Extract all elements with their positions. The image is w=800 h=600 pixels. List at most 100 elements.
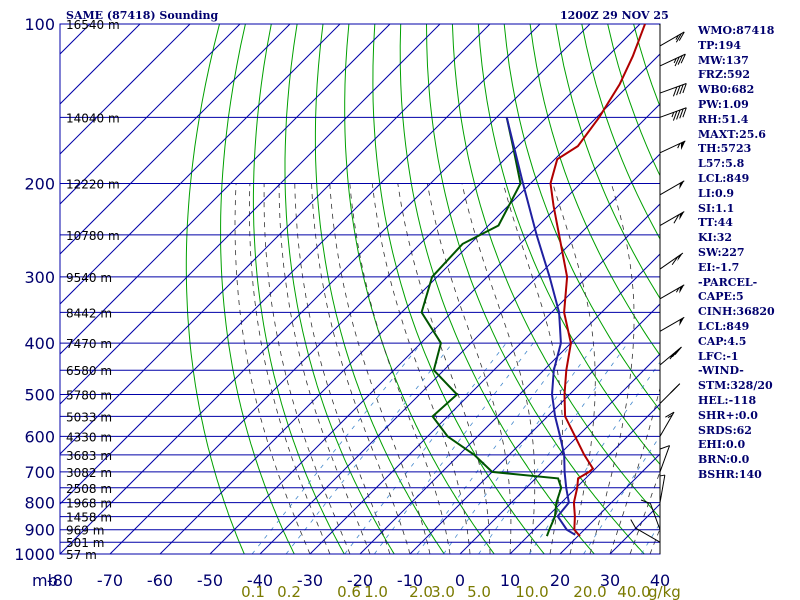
index-item: LCL:849 — [698, 319, 750, 333]
pressure-tick-label: 600 — [24, 427, 55, 446]
index-item: EHI:0.0 — [698, 438, 746, 452]
station-title: SAME (87418) Sounding — [66, 9, 219, 22]
mixing-ratio-line — [344, 342, 507, 554]
isotherm-line — [60, 24, 191, 155]
wind-barb-flag — [660, 445, 670, 450]
dewpoint-profile-line — [420, 117, 563, 537]
pressure-tick-label: 200 — [24, 175, 55, 194]
index-item: LI:0.9 — [698, 186, 735, 200]
height-label: 3082 m — [66, 466, 112, 480]
moist-adiabat-line — [371, 183, 471, 554]
wind-barb-flag — [678, 31, 685, 41]
moist-adiabat-line — [311, 183, 411, 554]
temperature-tick-label: -50 — [197, 571, 223, 590]
wind-barb-flag — [674, 56, 680, 67]
wind-barb-flag — [672, 111, 678, 121]
isotherm-line — [459, 353, 660, 554]
index-item: MAXT:25.6 — [698, 127, 766, 141]
height-label: 3683 m — [66, 449, 112, 463]
isotherm-line — [359, 253, 660, 554]
mixing-ratio-label: 40.0 — [617, 583, 650, 600]
wind-barb-pennant — [677, 253, 683, 262]
wind-barb — [659, 445, 671, 473]
isotherm-line — [60, 24, 291, 255]
wind-barb-flag — [665, 411, 675, 418]
isotherm-line — [60, 24, 391, 355]
wind-barb-pennant — [679, 211, 685, 221]
isotherm-line — [209, 103, 660, 554]
isotherm-line — [409, 303, 660, 554]
mixing-ratio-label: 5.0 — [467, 583, 491, 600]
temperature-tick-label: 30 — [600, 571, 620, 590]
wind-barb-flag — [673, 214, 680, 224]
isotherm-line — [60, 24, 341, 305]
isotherm-line — [60, 24, 491, 455]
height-label: 5033 m — [66, 410, 112, 424]
pressure-tick-label: 100 — [24, 15, 55, 34]
moist-adiabat-line — [248, 183, 331, 554]
temperature-tick-label: -20 — [347, 571, 373, 590]
isotherm-line — [159, 53, 660, 554]
index-item: TH:5723 — [698, 142, 752, 156]
temperature-tick-label: -10 — [397, 571, 423, 590]
index-item: KI:32 — [698, 231, 733, 245]
height-label: 1458 m — [66, 511, 112, 525]
wind-barb-flag — [674, 346, 682, 356]
height-label: 4330 m — [66, 430, 112, 444]
temperature-tick-label: -30 — [297, 571, 323, 590]
height-label: 10780 m — [66, 229, 120, 243]
pressure-tick-label: 700 — [24, 463, 55, 482]
pressure-tick-label: 800 — [24, 494, 55, 513]
pressure-tick-label: 300 — [24, 268, 55, 287]
wind-barb-pennant — [679, 180, 685, 190]
wind-barb-flag — [675, 33, 682, 43]
moist-adiabat-line — [397, 183, 491, 554]
moist-adiabat-line — [552, 183, 596, 554]
height-label: 2508 m — [66, 482, 112, 496]
index-item: BSHR:140 — [698, 467, 762, 481]
isotherm-line — [559, 453, 660, 554]
index-item: EI:-1.7 — [698, 260, 740, 274]
moist-adiabat-line — [426, 183, 512, 554]
dry-adiabat-line — [185, 24, 245, 554]
wind-barb-flag — [669, 351, 677, 360]
height-label: 969 m — [66, 524, 104, 538]
index-item: -PARCEL- — [698, 275, 758, 289]
mixing-ratio-line — [374, 342, 534, 554]
index-item: CINH:36820 — [698, 305, 775, 319]
moist-adiabat-line — [461, 183, 536, 554]
index-item: PW:1.09 — [698, 97, 749, 111]
wind-barb — [649, 503, 661, 530]
wind-barb — [659, 53, 686, 67]
wind-barb-half-flag — [673, 58, 677, 64]
index-item: WB0:682 — [698, 83, 755, 97]
isotherm-line — [109, 24, 641, 554]
isotherm-line — [60, 24, 241, 205]
wind-barb-half-flag — [659, 474, 665, 477]
index-item: MW:137 — [698, 53, 749, 67]
wind-barb-half-flag — [670, 353, 675, 358]
index-item: SW:227 — [698, 245, 745, 259]
moist-adiabat-line — [234, 183, 311, 554]
wind-barb-flag — [671, 256, 679, 266]
index-item: RH:51.4 — [698, 112, 749, 126]
isotherm-line — [259, 153, 660, 554]
valid-time: 1200Z 29 NOV 25 — [560, 9, 669, 22]
wind-barb-flag — [682, 107, 687, 118]
temperature-tick-label: -40 — [247, 571, 273, 590]
wind-barb-pennant — [680, 140, 686, 151]
temperature-profile-line — [549, 24, 646, 537]
wind-barb-flag — [679, 84, 684, 95]
index-item: LCL:849 — [698, 171, 750, 185]
mixing-ratio-label: 3.0 — [431, 583, 455, 600]
stability-indices-list: WMO:87418 TP:194 MW:137 FRZ:592 WB0:682 PW:1.… — [698, 24, 800, 483]
wind-barb-flag — [677, 55, 683, 65]
index-item: SHR+:0.0 — [698, 408, 758, 422]
mixing-ratio-label: 10.0 — [515, 583, 548, 600]
wind-barb-flag — [676, 109, 681, 120]
wind-barb-flag — [676, 85, 681, 96]
index-item: CAP:4.5 — [698, 334, 747, 348]
height-label: 501 m — [66, 536, 104, 550]
mixing-ratio-line — [528, 361, 660, 554]
